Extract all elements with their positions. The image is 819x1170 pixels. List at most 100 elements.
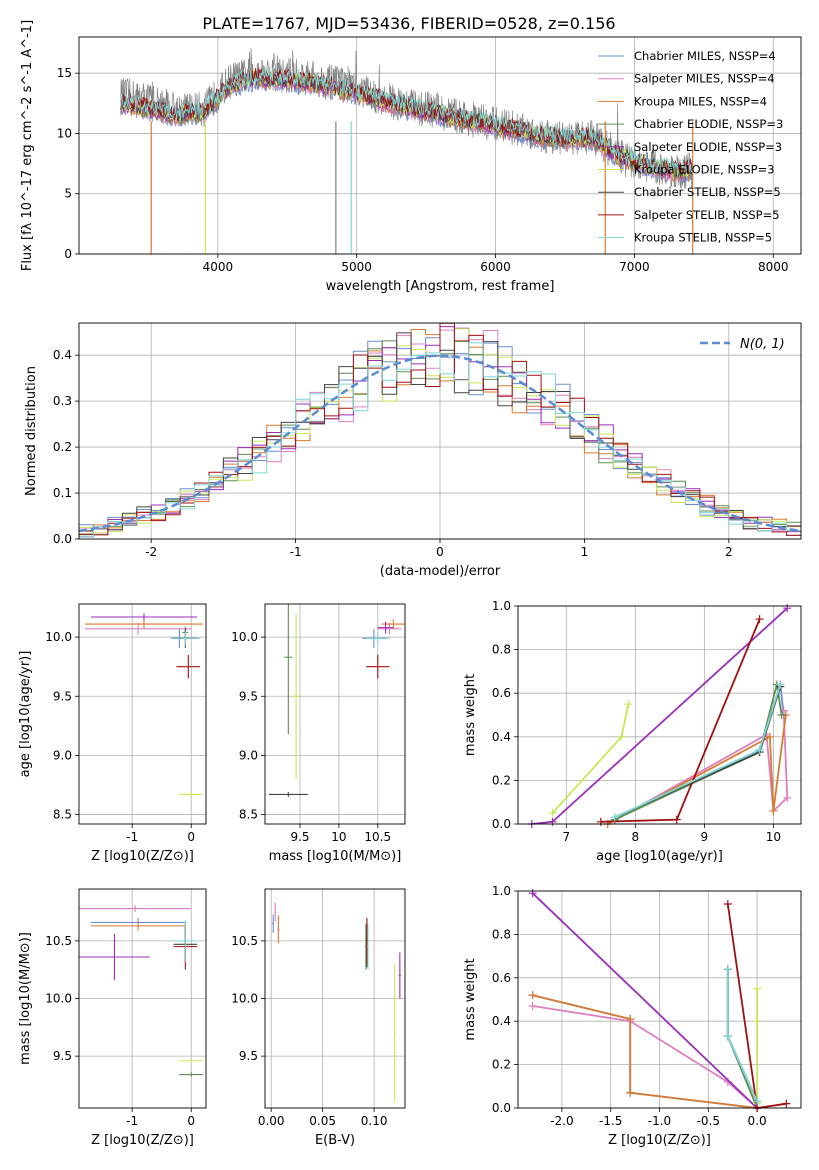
y-tick-label: 9.5 (53, 1049, 72, 1063)
axes-residuals: -2 -1 0 1 2 0.0 0.1 0.2 0.3 0.4 (53, 322, 802, 559)
mass-weight-marker (753, 1017, 762, 1026)
legend-label: Salpeter STELIB, NSSP=5 (634, 208, 780, 222)
mass-weight-marker (783, 604, 792, 613)
x-axis-label: Z [log10(Z/Z⊙)] (608, 1133, 711, 1148)
x-tick-label: 6000 (480, 260, 511, 274)
mass-weight-marker (777, 711, 786, 719)
mass-weight-marker (782, 1099, 791, 1108)
y-tick-label: 9.0 (239, 748, 258, 762)
x-tick-label: -1 (126, 1114, 138, 1128)
mass-weight-line (531, 607, 788, 824)
mass-weight-marker (626, 1088, 635, 1097)
mass-weight-line (531, 892, 758, 1108)
spectrum-legend: Chabrier MILES, NSSP=4 Salpeter MILES, NS… (598, 49, 783, 245)
y-tick-label: 1.0 (492, 599, 511, 613)
errorbar-point (176, 654, 201, 679)
mass-weight-line (532, 994, 758, 1108)
y-tick-label: 0.4 (492, 1014, 511, 1028)
y-tick-label: 0.2 (492, 1058, 511, 1072)
x-tick-label: -1 (126, 830, 138, 844)
legend-label: Chabrier MILES, NSSP=4 (634, 49, 776, 63)
y-tick-label: 0.8 (492, 643, 511, 657)
model-spectrum-line (120, 71, 693, 181)
mass-weight-marker (755, 745, 764, 754)
normal-legend: N(0, 1) (700, 337, 785, 352)
x-tick-label: -1.0 (648, 1114, 671, 1128)
errorbar-point (170, 631, 201, 646)
y-tick-label: 9.5 (239, 689, 258, 703)
errorbar-point (272, 914, 275, 933)
model-spectrum-line (120, 74, 693, 184)
legend-label: N(0, 1) (740, 337, 785, 352)
mass-weight-marker (723, 1032, 732, 1041)
y-tick-label: 0.4 (53, 348, 72, 362)
x-tick-label: 1 (581, 545, 589, 559)
errorbar-point (84, 622, 192, 635)
mass-weight-marker (672, 815, 681, 824)
y-tick-label: 9.5 (239, 1049, 258, 1063)
mass-weight-marker (528, 1002, 537, 1011)
model-spectrum-line (120, 72, 693, 182)
mass-weight-marker (753, 984, 762, 993)
mass-weight-line (726, 969, 758, 1108)
model-spectrum-line (120, 66, 693, 175)
mass-weight-marker (596, 817, 605, 826)
y-tick-label: 0.3 (53, 394, 72, 408)
x-tick-label: 0.05 (309, 1114, 336, 1128)
mass-weight-marker (753, 1097, 762, 1106)
y-axis-label: mass [log10(M/M⊙)] (18, 932, 33, 1065)
x-tick-label: 4000 (203, 260, 234, 274)
errorbar-point (393, 963, 396, 1103)
normal-distribution-curve (78, 354, 802, 533)
mass-weight-line (614, 684, 782, 819)
plot-frame (517, 605, 802, 825)
y-tick-label: 0.1 (53, 486, 72, 500)
x-tick-label: 8000 (758, 260, 789, 274)
x-tick-label: -0.5 (697, 1114, 720, 1128)
y-tick-label: 10.0 (45, 630, 72, 644)
x-tick-label: 2 (725, 545, 733, 559)
y-tick-label: 10.0 (231, 630, 258, 644)
y-tick-label: 0.8 (492, 927, 511, 941)
plot-frame (78, 603, 207, 825)
mass-weight-line (726, 903, 787, 1108)
plot-frame (517, 890, 802, 1109)
y-tick-label: 0.6 (492, 971, 511, 985)
x-tick-label: 10 (331, 830, 346, 844)
y-tick-label: 15 (57, 66, 72, 80)
y-tick-label: 5 (64, 187, 72, 201)
errorbar-point (79, 905, 192, 913)
plot-frame (78, 36, 802, 255)
plot-frame (78, 322, 802, 540)
mass-weight-marker (548, 817, 557, 826)
axes-z-vs-age: -1 0 8.5 9.0 9.5 10.0 (45, 603, 207, 844)
errorbar-point (179, 1072, 204, 1077)
y-axis-label: Flux [fλ 10^-17 erg cm^-2 s^-1 A^-1] (20, 20, 35, 271)
errorbar-point (377, 622, 402, 635)
y-axis-label: mass weight (463, 674, 478, 756)
errorbar-point (366, 654, 390, 679)
y-tick-label: 0.0 (53, 532, 72, 546)
mass-weight-marker (610, 813, 619, 822)
y-tick-label: 0 (64, 247, 72, 261)
errorbar-point (366, 923, 369, 970)
legend-label: Kroupa STELIB, NSSP=5 (634, 231, 772, 245)
x-tick-label: -2.0 (550, 1114, 573, 1128)
mass-weight-marker (776, 680, 785, 689)
y-tick-label: 0.6 (492, 686, 511, 700)
x-tick-label: 0 (187, 830, 195, 844)
x-tick-label: 9 (701, 830, 709, 844)
mass-weight-marker (723, 900, 732, 909)
y-tick-label: 1.0 (492, 884, 511, 898)
y-tick-label: 9.0 (53, 748, 72, 762)
x-tick-label: -1.5 (599, 1114, 622, 1128)
x-tick-label: 10.5 (364, 830, 391, 844)
axes-mass-weight-age: 7 8 9 10 0.0 0.2 0.4 0.6 0.8 1.0 (492, 599, 802, 844)
axes-mass-vs-age: 9.5 10 10.5 8.5 9.0 9.5 10.0 (231, 603, 406, 844)
errorbar-point (277, 915, 280, 944)
y-tick-label: 8.5 (53, 808, 72, 822)
mass-weight-line (614, 684, 783, 821)
y-tick-label: 10 (57, 126, 72, 140)
x-tick-label: 0 (436, 545, 444, 559)
model-spectrum-line (120, 73, 693, 183)
